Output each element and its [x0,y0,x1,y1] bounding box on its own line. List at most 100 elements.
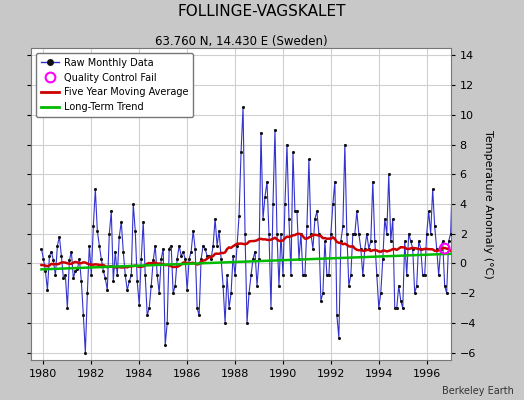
Point [145,305,154,311]
Point [442,290,451,296]
Point [97,256,105,262]
Title: 63.760 N, 14.430 E (Sweden): 63.760 N, 14.430 E (Sweden) [155,35,328,48]
Point [257,130,265,136]
Point [255,256,263,262]
Point [253,282,261,289]
Point [378,256,387,262]
Point [294,256,303,262]
Point [183,287,191,293]
Point [407,238,415,244]
Point [410,290,419,296]
Point [367,238,375,244]
Point [339,223,347,230]
Point [193,305,201,311]
Point [239,104,247,111]
Point [351,230,359,237]
Point [267,305,275,311]
Point [99,268,107,274]
Point [377,290,385,296]
Point [93,228,102,234]
Point [424,208,433,215]
Point [277,230,285,237]
Point [431,223,439,230]
Point [395,282,403,289]
Point [325,272,333,278]
Point [399,305,407,311]
Point [151,242,159,249]
Point [357,245,365,252]
Point [464,238,473,244]
Point [368,178,377,185]
Point [165,245,173,252]
Point [49,257,58,264]
Point [452,230,461,237]
Point [402,272,411,278]
Point [77,278,85,284]
Point [389,216,397,222]
Point [263,178,271,185]
Point [143,312,151,319]
Point [446,230,455,237]
Point [225,305,233,311]
Point [313,208,321,215]
Point [59,275,68,282]
Point [299,272,307,278]
Point [173,256,181,262]
Point [175,242,183,249]
Point [171,282,179,289]
Point [205,253,213,259]
Point [259,216,267,222]
Point [347,272,355,278]
Point [199,242,208,249]
Point [275,282,283,289]
Point [454,238,463,244]
Point [291,208,299,215]
Legend: Raw Monthly Data, Quality Control Fail, Five Year Moving Average, Long-Term Tren: Raw Monthly Data, Quality Control Fail, … [36,53,193,117]
Point [125,278,134,284]
Point [161,342,169,348]
Point [139,219,147,225]
Point [137,256,146,262]
Point [91,186,100,192]
Point [189,228,198,234]
Point [179,248,188,255]
Y-axis label: Temperature Anomaly (°C): Temperature Anomaly (°C) [483,130,493,278]
Point [213,242,221,249]
Point [343,230,351,237]
Point [229,253,237,259]
Point [281,201,289,207]
Point [187,248,195,255]
Point [117,219,125,225]
Point [85,242,93,249]
Point [153,272,161,278]
Point [163,320,171,326]
Point [81,349,90,356]
Point [456,245,465,252]
Point [449,164,457,170]
Point [89,223,97,230]
Point [287,272,295,278]
Point [73,266,82,272]
Point [37,245,46,252]
Point [390,305,399,311]
Point [223,272,231,278]
Point [243,320,251,326]
Point [353,208,361,215]
Point [269,201,277,207]
Point [215,228,223,234]
Point [387,238,395,244]
Point [245,290,253,296]
Point [103,287,112,293]
Point [133,278,141,284]
Point [167,242,176,249]
Point [458,245,467,252]
Point [323,272,331,278]
Point [211,216,219,222]
Point [335,334,343,341]
Point [466,245,475,252]
Point [301,272,309,278]
Point [63,305,72,311]
Point [177,253,185,259]
Point [121,272,129,278]
Point [157,256,166,262]
